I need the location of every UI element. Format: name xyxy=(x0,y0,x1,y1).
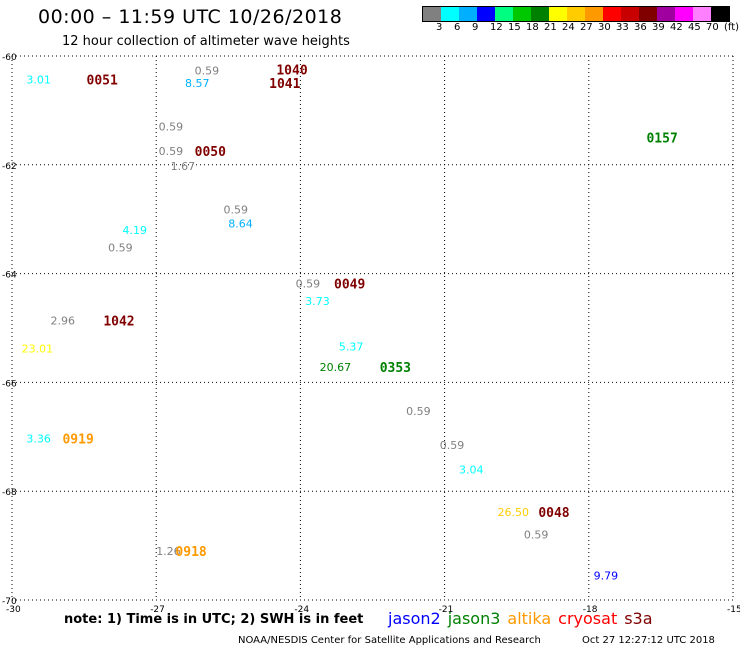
color-scale-label: 33 xyxy=(616,22,629,33)
color-scale-label: 36 xyxy=(634,22,647,33)
lat-tick-label: -62 xyxy=(2,162,17,172)
wave-height-value: 0.59 xyxy=(223,203,248,216)
wave-height-value: 26.50 xyxy=(497,506,529,519)
wave-height-value: 2.96 xyxy=(50,314,75,327)
wave-height-value: 1.67 xyxy=(171,160,196,173)
lat-tick-label: -64 xyxy=(2,271,17,281)
color-swatch-16 xyxy=(711,7,729,21)
page-title: 00:00 – 11:59 UTC 10/26/2018 xyxy=(38,6,343,28)
wave-height-value: 4.19 xyxy=(123,224,148,237)
pass-time-label: 0051 xyxy=(87,73,118,88)
legend-jason2: jason2 xyxy=(388,609,441,628)
color-swatch-6 xyxy=(531,7,549,21)
pass-time-label: 0157 xyxy=(646,132,677,147)
color-scale-label: 9 xyxy=(472,22,479,33)
legend-altika: altika xyxy=(507,609,552,628)
color-scale-labels: 3 6 9 12 15 18 21 24 27 30 33 36 39 42 45 70 (ft) xyxy=(422,22,740,34)
pass-time-label: 0050 xyxy=(195,145,226,160)
wave-height-value: 0.59 xyxy=(159,121,184,134)
wave-height-labels: 3.010.598.570.590.591.670.598.644.190.59… xyxy=(22,64,678,583)
legend-s3a: s3a xyxy=(624,609,653,628)
wave-height-value: 0.59 xyxy=(296,277,321,290)
lat-tick-label: -60 xyxy=(2,53,17,63)
color-scale-label: 27 xyxy=(580,22,593,33)
wave-height-value: 0.59 xyxy=(440,439,465,452)
wave-height-value: 9.79 xyxy=(594,570,619,583)
pass-time-label: 1042 xyxy=(103,314,134,329)
lat-tick-label: -68 xyxy=(2,488,17,498)
color-scale-label: 18 xyxy=(526,22,539,33)
wave-height-value: 3.01 xyxy=(26,73,50,86)
wave-height-value: 0.59 xyxy=(195,65,220,78)
color-swatch-2 xyxy=(459,7,477,21)
legend-jason3: jason3 xyxy=(447,609,501,628)
color-scale-label: 6 xyxy=(454,22,461,33)
color-scale-label: 15 xyxy=(508,22,521,33)
color-scale-label: (ft) xyxy=(724,22,740,33)
pass-time-label: 0048 xyxy=(538,506,569,521)
pass-time-label: 0353 xyxy=(380,361,411,376)
legend-cryosat: cryosat xyxy=(558,609,618,628)
color-swatch-5 xyxy=(513,7,531,21)
pass-time-label: 0919 xyxy=(62,432,93,447)
wave-height-value: 8.57 xyxy=(185,77,210,90)
satellite-legend: jason2 jason3 altika cryosat s3a xyxy=(388,609,660,628)
color-swatch-11 xyxy=(621,7,639,21)
color-scale-label: 12 xyxy=(490,22,503,33)
color-swatch-13 xyxy=(657,7,675,21)
page-subtitle: 12 hour collection of altimeter wave hei… xyxy=(62,34,350,49)
lat-tick-label: -70 xyxy=(2,597,17,607)
color-swatch-14 xyxy=(675,7,693,21)
wave-height-value: 3.04 xyxy=(459,463,484,476)
lon-tick-label: -30 xyxy=(6,605,21,615)
wave-height-value: 8.64 xyxy=(228,218,253,231)
color-swatch-3 xyxy=(477,7,495,21)
pass-time-label: 1040 xyxy=(276,64,307,79)
wave-height-value: 0.59 xyxy=(159,145,184,158)
color-scale-label: 42 xyxy=(670,22,683,33)
lat-lon-grid xyxy=(11,55,734,601)
wave-height-value: 0.59 xyxy=(524,529,549,542)
wave-height-value: 0.59 xyxy=(406,405,431,418)
color-swatch-7 xyxy=(549,7,567,21)
color-swatch-12 xyxy=(639,7,657,21)
color-scale-label: 39 xyxy=(652,22,665,33)
lon-tick-label: -21 xyxy=(439,605,454,615)
color-scale-label: 24 xyxy=(562,22,575,33)
color-scale-label: 21 xyxy=(544,22,557,33)
footer-note: note: 1) Time is in UTC; 2) SWH is in fe… xyxy=(64,612,364,627)
color-swatch-8 xyxy=(567,7,585,21)
lon-tick-label: -18 xyxy=(583,605,598,615)
color-swatch-0 xyxy=(423,7,441,21)
pass-time-label: 0049 xyxy=(334,277,365,292)
wave-height-value: 5.37 xyxy=(339,340,364,353)
credit-text: NOAA/NESDIS Center for Satellite Applica… xyxy=(238,635,541,646)
color-swatch-10 xyxy=(603,7,621,21)
wave-height-value: 23.01 xyxy=(22,343,54,356)
wave-height-value: 0.59 xyxy=(108,241,133,254)
color-scale-bar xyxy=(422,6,730,22)
timestamp-text: Oct 27 12:27:12 UTC 2018 xyxy=(582,635,715,646)
lat-tick-label: -66 xyxy=(2,379,17,389)
wave-height-value: 1.26 xyxy=(156,545,181,558)
color-swatch-4 xyxy=(495,7,513,21)
color-scale-label: 3 xyxy=(436,22,443,33)
lon-tick-label: -24 xyxy=(294,605,309,615)
wave-height-value: 3.73 xyxy=(305,295,330,308)
lon-tick-label: -27 xyxy=(150,605,165,615)
wave-height-value: 3.36 xyxy=(26,432,50,445)
lon-tick-label: -15 xyxy=(727,605,740,615)
color-swatch-15 xyxy=(693,7,711,21)
pass-time-label: 1041 xyxy=(269,77,300,92)
axis-labels: -60 -62 -64 -66 -68 -70-30 -27 -24 -21 -18 -15 xyxy=(2,53,740,615)
color-swatch-9 xyxy=(585,7,603,21)
color-swatch-1 xyxy=(441,7,459,21)
wave-height-value: 20.67 xyxy=(320,361,352,374)
color-scale-label: 30 xyxy=(598,22,611,33)
color-scale-label: 45 xyxy=(688,22,701,33)
pass-time-label: 0918 xyxy=(175,545,206,560)
color-scale-label: 70 xyxy=(706,22,719,33)
